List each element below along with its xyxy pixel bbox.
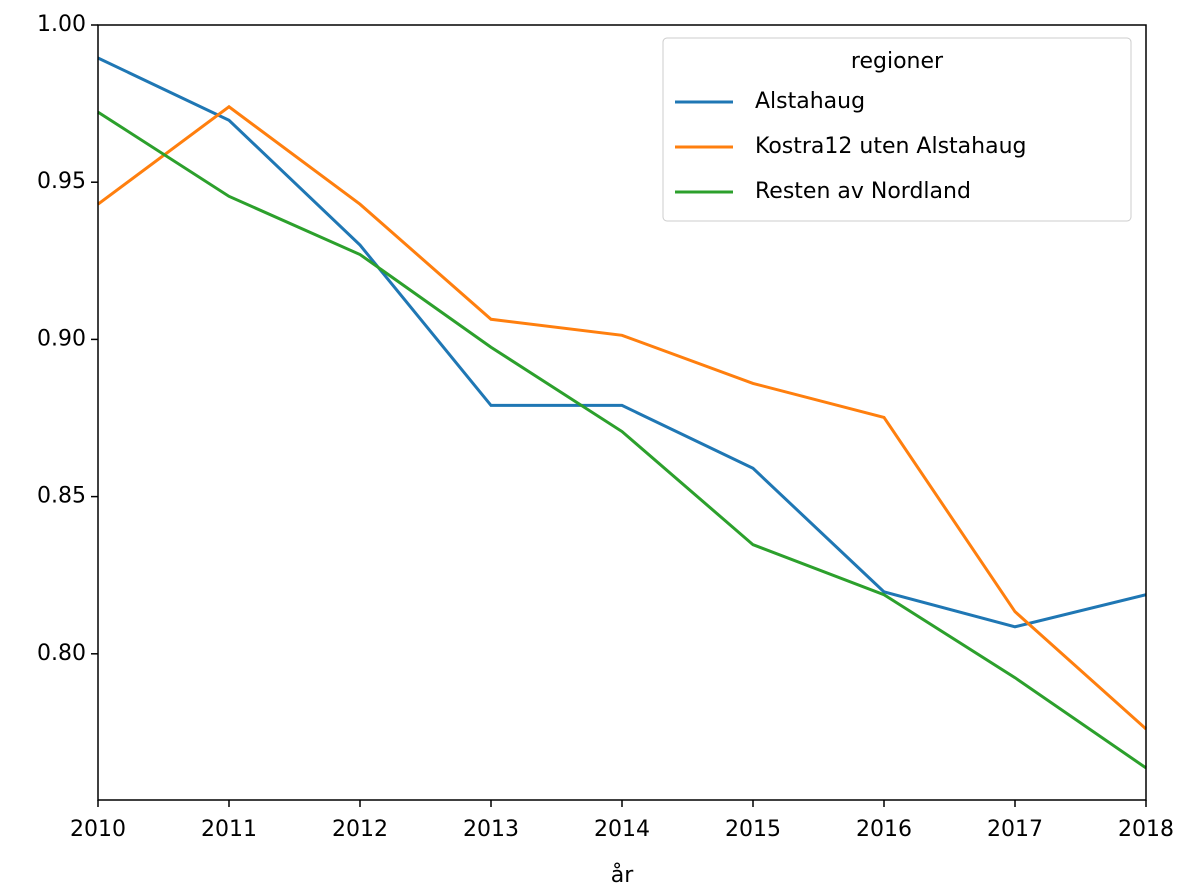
y-tick-label: 0.85 (37, 484, 86, 509)
legend-label: Resten av Nordland (755, 179, 971, 204)
y-tick-label: 0.80 (37, 641, 86, 666)
x-tick-label: 2018 (1118, 817, 1174, 842)
x-tick-label: 2011 (201, 817, 257, 842)
x-tick-label: 2017 (987, 817, 1043, 842)
x-axis-label: år (611, 862, 634, 888)
x-tick-label: 2010 (70, 817, 126, 842)
line-series (97, 110, 1147, 770)
legend-title: regioner (851, 49, 944, 74)
legend-box (662, 37, 1132, 222)
line-series (97, 56, 1147, 629)
axes-frame (97, 24, 1147, 801)
y-tick-label: 1.00 (37, 12, 86, 37)
x-tick-label: 2012 (332, 817, 388, 842)
x-tick-label: 2014 (594, 817, 650, 842)
x-tick-label: 2015 (725, 817, 781, 842)
y-tick-label: 0.90 (37, 326, 86, 351)
legend-label: Kostra12 uten Alstahaug (755, 134, 1027, 159)
legend-label: Alstahaug (755, 89, 865, 114)
y-tick-label: 0.95 (37, 169, 86, 194)
x-tick-label: 2016 (856, 817, 912, 842)
line-series (97, 104, 1148, 731)
x-tick-label: 2013 (463, 817, 519, 842)
